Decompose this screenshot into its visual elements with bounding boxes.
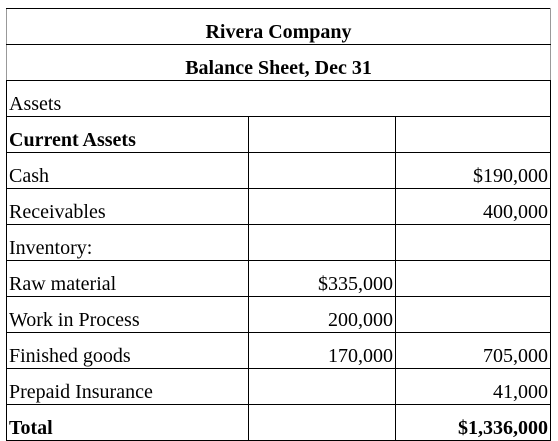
row-label: Raw material <box>6 260 249 297</box>
row-label: Work in Process <box>6 296 249 333</box>
section-row: Assets <box>5 80 552 117</box>
amount-cell <box>248 224 396 261</box>
amount-cell <box>248 368 396 405</box>
amount-cell <box>394 296 552 333</box>
row-label: Inventory: <box>6 224 249 261</box>
amount-cell <box>394 224 552 261</box>
amount-cell: 41,000 <box>394 368 552 405</box>
amount-cell <box>248 404 396 441</box>
table-row: Receivables 400,000 <box>6 188 552 225</box>
row-label: Prepaid Insurance <box>6 368 249 405</box>
row-label: Finished goods <box>6 332 249 369</box>
amount-cell <box>248 188 396 225</box>
subtitle: Balance Sheet, Dec 31 <box>5 44 552 81</box>
amount-cell: $1,336,000 <box>394 404 552 441</box>
amount-cell <box>248 152 396 189</box>
table-row: Current Assets <box>6 116 552 153</box>
amount-cell: 200,000 <box>248 296 396 333</box>
table-row: Total $1,336,000 <box>6 404 552 441</box>
amount-cell <box>394 116 552 153</box>
table-row: Cash $190,000 <box>6 152 552 189</box>
amount-cell: 705,000 <box>394 332 552 369</box>
table-row: Work in Process 200,000 <box>6 296 552 333</box>
title: Rivera Company <box>5 8 552 45</box>
amount-cell: 400,000 <box>394 188 552 225</box>
table-row: Prepaid Insurance 41,000 <box>6 368 552 405</box>
table-row: Inventory: <box>6 224 552 261</box>
row-label: Current Assets <box>6 116 249 153</box>
row-label: Cash <box>6 152 249 189</box>
table-row: Finished goods 170,000 705,000 <box>6 332 552 369</box>
table-row: Raw material $335,000 <box>6 260 552 297</box>
row-label: Receivables <box>6 188 249 225</box>
amount-cell <box>394 260 552 297</box>
amount-cell: $335,000 <box>248 260 396 297</box>
amount-cell: 170,000 <box>248 332 396 369</box>
balance-sheet: Rivera Company Balance Sheet, Dec 31 Ass… <box>5 8 552 441</box>
row-label: Total <box>6 404 249 441</box>
title-row: Rivera Company <box>5 8 552 45</box>
section-label: Assets <box>5 80 552 117</box>
subtitle-row: Balance Sheet, Dec 31 <box>5 44 552 81</box>
amount-cell <box>248 116 396 153</box>
amount-cell: $190,000 <box>394 152 552 189</box>
